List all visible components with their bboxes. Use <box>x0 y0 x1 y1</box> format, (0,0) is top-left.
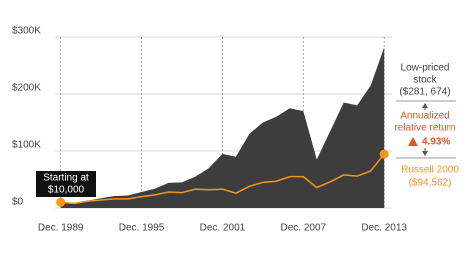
arrow-up <box>422 103 428 108</box>
russell-value: ($94,562) <box>409 178 452 189</box>
stock-label: stock <box>413 75 437 86</box>
area <box>60 47 385 209</box>
end-dot <box>379 149 389 159</box>
start-label: Starting at <box>43 173 89 184</box>
relative-label: Annualized <box>400 111 449 122</box>
relative-value: 4.93% <box>422 137 450 148</box>
line <box>60 153 385 205</box>
y-tick-label: $0 <box>12 197 24 208</box>
marks <box>56 47 389 209</box>
start-dot <box>56 197 66 207</box>
start-box <box>36 171 96 197</box>
y-tick-label: $100K <box>12 140 41 151</box>
x-tick-label: Dec. 2007 <box>281 223 327 234</box>
y-tick-label: $200K <box>12 83 41 94</box>
russell-label: Russell 2000 <box>401 165 459 176</box>
x-tick-label: Dec. 2013 <box>361 223 407 234</box>
stock-label: Low-priced <box>401 63 450 74</box>
stock-value: ($281, 674) <box>399 87 450 98</box>
start-label: $10,000 <box>48 185 85 196</box>
arrow-down <box>422 151 428 156</box>
annotations: Starting at $10,000 Low-priced stock ($2… <box>36 63 459 197</box>
x-tick-label: Dec. 2001 <box>200 223 246 234</box>
relative-label: relative return <box>394 123 455 134</box>
x-tick-label: Dec. 1989 <box>38 223 84 234</box>
up-triangle <box>408 137 418 146</box>
y-tick-label: $300K <box>12 26 41 37</box>
x-tick-label: Dec. 1995 <box>119 223 165 234</box>
